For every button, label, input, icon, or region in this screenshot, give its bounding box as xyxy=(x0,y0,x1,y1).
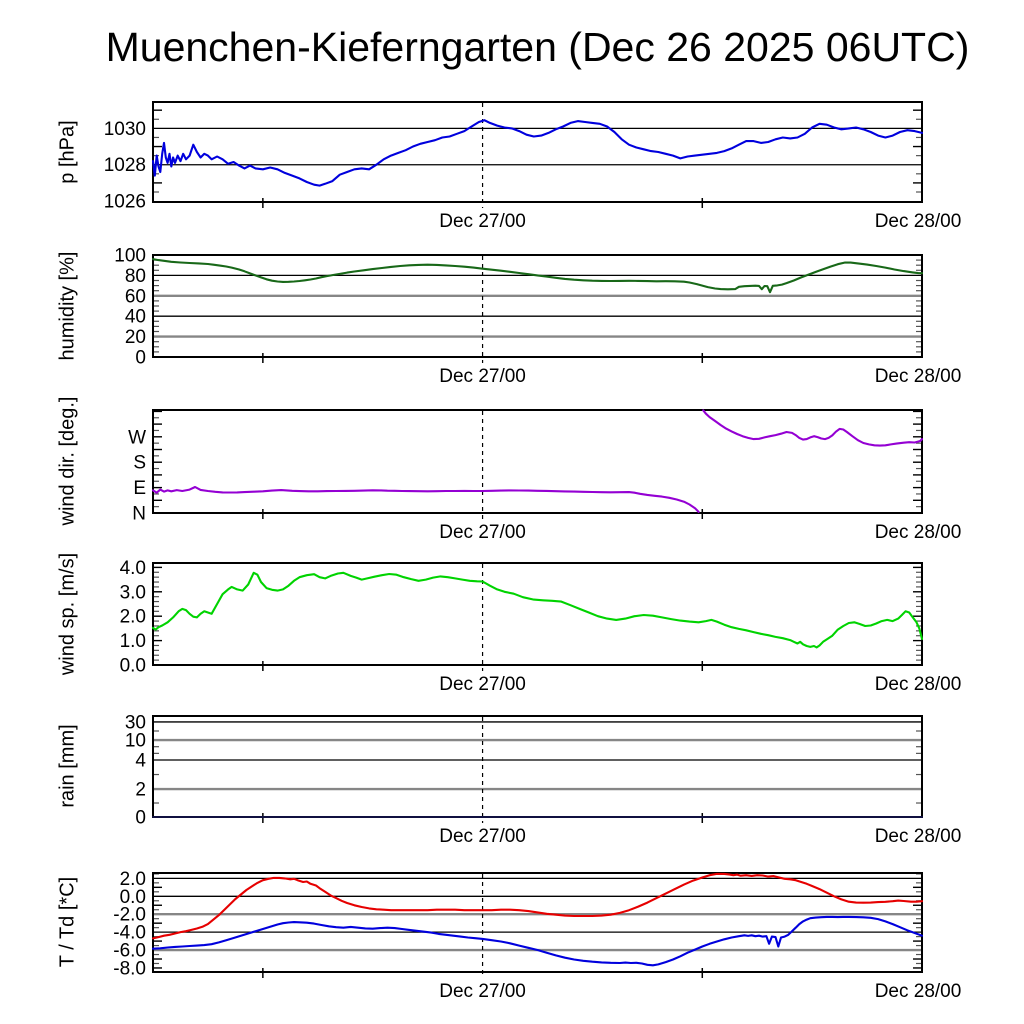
x-axis-label: Dec 27/00 xyxy=(439,366,526,387)
series-wind-direction-west-segment xyxy=(702,409,923,447)
y-tick-label: -4.0 xyxy=(113,923,146,944)
y-tick-label: 1028 xyxy=(104,155,146,176)
y-tick-label: -6.0 xyxy=(113,941,146,962)
x-axis-label: Dec 27/00 xyxy=(439,981,526,1002)
x-axis-label: Dec 28/00 xyxy=(875,366,962,387)
y-tick-label: 100 xyxy=(114,246,146,267)
y-tick-label: 2 xyxy=(135,780,146,801)
y-tick-label: 60 xyxy=(125,286,146,307)
panel-frame xyxy=(152,101,923,203)
y-tick-label: 30 xyxy=(125,712,146,733)
panel-frame xyxy=(152,562,923,666)
y-tick-label: W xyxy=(128,427,146,448)
y-tick-label: 0 xyxy=(135,348,146,369)
x-axis-label: Dec 27/00 xyxy=(439,211,526,232)
panel-pressure: 1026 1028 1030 Dec 27/00 Dec 28/00 xyxy=(104,101,962,232)
x-axis-label: Dec 28/00 xyxy=(875,522,962,543)
panel-wind-speed: 0.0 1.0 2.0 3.0 4.0 Dec 27/00 Dec 28/00 xyxy=(120,558,962,695)
x-axis-label: Dec 28/00 xyxy=(875,211,962,232)
series-humidity xyxy=(152,258,923,294)
x-axis-label: Dec 28/00 xyxy=(875,826,962,847)
series-wind-direction-east-segment xyxy=(152,485,700,513)
y-tick-label: 40 xyxy=(125,307,146,328)
y-tick-label: S xyxy=(133,453,146,474)
x-axis-label: Dec 28/00 xyxy=(875,674,962,695)
y-tick-label: 0.0 xyxy=(120,887,146,908)
panel-temperature-dewpoint: 2.00.0-2.0-4.0-6.0-8.0 Dec 27/00 Dec 28/00 xyxy=(113,869,961,1002)
y-tick-label: 0 xyxy=(135,808,146,829)
y-tick-label: 80 xyxy=(125,266,146,287)
y-tick-label: 1.0 xyxy=(120,631,146,652)
y-tick-label: 4.0 xyxy=(120,558,146,579)
x-axis-label: Dec 27/00 xyxy=(439,674,526,695)
y-tick-label: 0.0 xyxy=(120,656,146,677)
y-tick-label: 1026 xyxy=(104,192,146,213)
y-tick-label: E xyxy=(133,478,146,499)
panel-frame xyxy=(152,715,923,818)
y-tick-label: 3.0 xyxy=(120,582,146,603)
series-wind-speed xyxy=(152,571,923,649)
y-tick-label: 10 xyxy=(125,731,146,752)
x-axis-label: Dec 28/00 xyxy=(875,981,962,1002)
y-tick-label: 1030 xyxy=(104,119,146,140)
series-dewpoint xyxy=(152,915,923,967)
y-tick-label: N xyxy=(132,504,146,525)
y-tick-label: 2.0 xyxy=(120,607,146,628)
series-temperature xyxy=(152,872,923,940)
y-tick-label: 2.0 xyxy=(120,869,146,890)
x-axis-label: Dec 27/00 xyxy=(439,522,526,543)
panel-frame xyxy=(152,254,923,358)
y-tick-label: -8.0 xyxy=(113,958,146,979)
y-tick-label: 20 xyxy=(125,327,146,348)
panel-frame xyxy=(152,872,923,973)
y-tick-label: 4 xyxy=(135,751,146,772)
chart-title: Muenchen-Kieferngarten (Dec 26 2025 06UT… xyxy=(105,24,970,70)
panel-frame xyxy=(152,409,923,514)
series-pressure xyxy=(152,119,923,187)
x-axis-label: Dec 27/00 xyxy=(439,826,526,847)
y-tick-label: -2.0 xyxy=(113,905,146,926)
